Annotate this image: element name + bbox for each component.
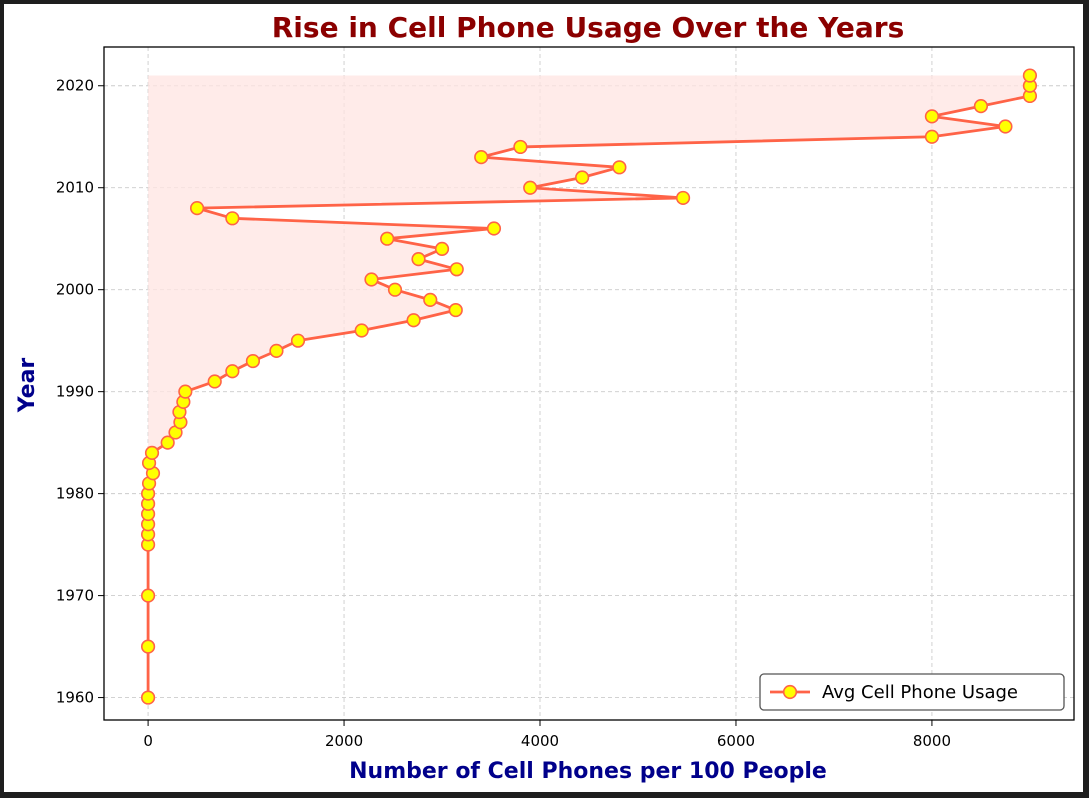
data-point <box>140 690 156 705</box>
data-point <box>189 201 205 216</box>
data-point <box>612 160 627 175</box>
data-point <box>434 241 450 256</box>
data-point <box>523 180 538 195</box>
data-point <box>178 384 193 399</box>
data-point <box>269 343 284 358</box>
y-axis-label: Year <box>15 358 40 414</box>
legend-marker-icon <box>782 684 798 700</box>
data-point <box>207 374 222 389</box>
x-tick-label: 8000 <box>913 732 951 750</box>
data-point <box>474 150 489 165</box>
data-point <box>245 353 261 369</box>
data-point <box>998 119 1013 134</box>
y-tick-label: 2010 <box>56 179 94 197</box>
data-point <box>513 139 528 155</box>
data-point <box>924 129 940 144</box>
y-tick-label: 2000 <box>56 281 94 299</box>
data-point <box>486 221 502 236</box>
legend: Avg Cell Phone Usage <box>759 673 1065 711</box>
area-fill <box>148 75 1030 698</box>
data-point <box>380 231 395 246</box>
data-point <box>140 588 156 603</box>
data-point <box>448 302 463 318</box>
axis-ticks: 0 2000 4000 6000 8000 1960 1970 1980 1990 2000 201… <box>56 77 951 750</box>
data-point <box>406 313 421 328</box>
data-point <box>423 292 438 307</box>
x-tick-label: 4000 <box>521 732 559 750</box>
x-tick-label: 2000 <box>325 732 363 750</box>
y-tick-label: 1980 <box>56 485 94 503</box>
data-point <box>387 282 403 297</box>
x-tick-label: 0 <box>143 732 153 750</box>
y-tick-label: 1990 <box>56 383 94 401</box>
y-tick-label: 2020 <box>56 77 94 95</box>
line-chart: Rise in Cell Phone Usage Over the Years … <box>15 11 1075 784</box>
legend-box <box>759 673 1065 711</box>
y-tick-label: 1960 <box>56 689 94 707</box>
x-axis-label: Number of Cell Phones per 100 People <box>349 759 827 784</box>
data-point <box>675 190 691 206</box>
data-point <box>411 251 426 267</box>
x-tick-label: 6000 <box>717 732 755 750</box>
data-point <box>1022 68 1038 83</box>
legend-label: Avg Cell Phone Usage <box>822 682 1018 703</box>
data-point <box>449 262 464 277</box>
data-point <box>225 211 240 226</box>
data-point <box>290 333 306 348</box>
data-point <box>364 272 379 287</box>
data-point <box>140 639 156 654</box>
plot-frame <box>103 46 1075 721</box>
y-tick-label: 1970 <box>56 587 94 605</box>
data-point <box>973 99 989 114</box>
data-point <box>144 445 160 460</box>
area-fill-path <box>148 75 1030 698</box>
data-point <box>354 323 369 338</box>
chart-figure: Rise in Cell Phone Usage Over the Years … <box>4 4 1083 792</box>
data-point <box>225 364 240 379</box>
data-point <box>160 435 175 450</box>
series-markers <box>140 68 1038 705</box>
data-point <box>575 170 590 185</box>
data-point <box>924 109 940 124</box>
chart-title: Rise in Cell Phone Usage Over the Years <box>272 11 905 44</box>
